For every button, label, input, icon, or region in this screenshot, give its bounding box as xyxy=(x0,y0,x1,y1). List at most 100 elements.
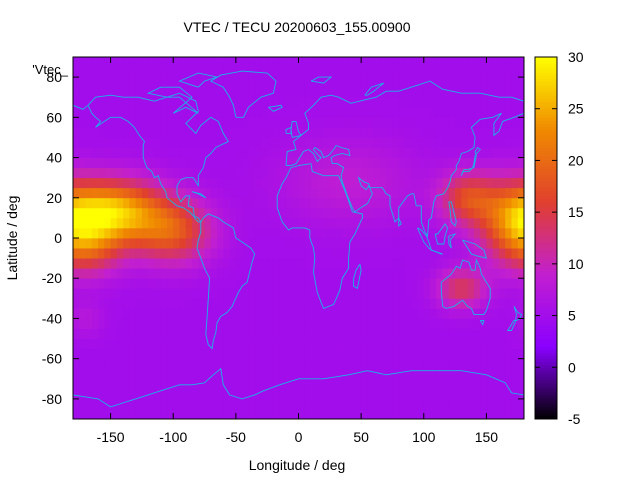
heatmap-cell xyxy=(461,408,469,420)
heatmap-cell xyxy=(129,97,137,108)
heatmap-cell xyxy=(329,358,337,370)
heatmap-cell xyxy=(298,107,306,118)
heatmap-cell xyxy=(354,298,362,309)
heatmap-cell xyxy=(279,77,287,88)
heatmap-cell xyxy=(298,157,306,169)
heatmap-cell xyxy=(273,187,281,199)
heatmap-cell xyxy=(455,328,462,339)
heatmap-cell xyxy=(342,278,350,289)
heatmap-cell xyxy=(298,348,306,360)
heatmap-cell xyxy=(148,67,155,78)
heatmap-cell xyxy=(85,328,93,339)
heatmap-cell xyxy=(79,288,86,299)
heatmap-cell xyxy=(166,127,174,138)
heatmap-cell xyxy=(379,348,387,360)
heatmap-cell xyxy=(260,157,268,169)
heatmap-cell xyxy=(260,238,268,249)
heatmap-cell xyxy=(267,348,274,360)
heatmap-cell xyxy=(354,338,362,350)
colorbar-segment xyxy=(535,280,557,284)
heatmap-cell xyxy=(179,268,187,279)
heatmap-cell xyxy=(329,348,337,360)
heatmap-cell xyxy=(292,207,299,219)
heatmap-cell xyxy=(204,278,212,289)
heatmap-cell xyxy=(229,87,237,98)
heatmap-cell xyxy=(379,187,387,199)
heatmap-cell xyxy=(361,107,368,118)
heatmap-cell xyxy=(260,268,268,279)
colorbar-segment xyxy=(535,186,557,191)
heatmap-cell xyxy=(110,117,118,128)
heatmap-cell xyxy=(517,318,525,329)
heatmap-cell xyxy=(110,107,118,118)
heatmap-cell xyxy=(104,258,111,269)
heatmap-cell xyxy=(317,87,324,98)
heatmap-cell xyxy=(517,258,525,269)
heatmap-cell xyxy=(235,207,243,219)
heatmap-cell xyxy=(467,227,475,239)
colorbar-segment xyxy=(535,415,557,420)
heatmap-cell xyxy=(373,177,381,189)
heatmap-cell xyxy=(260,57,268,68)
heatmap-cell xyxy=(185,97,193,108)
heatmap-cell xyxy=(411,67,418,78)
heatmap-cell xyxy=(173,318,180,329)
heatmap-cell xyxy=(498,318,506,329)
heatmap-cell xyxy=(329,107,337,118)
heatmap-cell xyxy=(505,127,512,138)
heatmap-cell xyxy=(254,77,262,88)
heatmap-cell xyxy=(129,358,137,370)
heatmap-cell xyxy=(148,378,155,390)
colorbar-segment xyxy=(535,69,557,73)
heatmap-cell xyxy=(448,338,456,350)
heatmap-cell xyxy=(254,408,262,420)
heatmap-cell xyxy=(423,127,431,138)
heatmap-cell xyxy=(179,378,187,390)
heatmap-cell xyxy=(430,368,437,380)
heatmap-cell xyxy=(91,67,99,78)
heatmap-cell xyxy=(160,258,168,269)
heatmap-cell xyxy=(292,167,299,179)
heatmap-cell xyxy=(123,248,130,259)
heatmap-cell xyxy=(248,207,256,219)
heatmap-cell xyxy=(486,358,494,370)
heatmap-cell xyxy=(311,77,318,88)
heatmap-cell xyxy=(448,248,456,259)
heatmap-cell xyxy=(73,338,80,350)
heatmap-cell xyxy=(354,217,362,229)
heatmap-cell xyxy=(423,87,431,98)
coastline xyxy=(196,213,256,350)
heatmap-cell xyxy=(210,127,218,138)
heatmap-cell xyxy=(242,248,249,259)
heatmap-cell xyxy=(430,298,437,309)
colorbar-segment xyxy=(535,153,557,158)
heatmap-cell xyxy=(323,328,331,339)
heatmap-cell xyxy=(260,217,268,229)
heatmap-cell xyxy=(166,167,174,179)
heatmap-cell xyxy=(85,378,93,390)
heatmap-cell xyxy=(123,217,130,229)
heatmap-cell xyxy=(386,187,393,199)
coastline xyxy=(364,82,384,96)
heatmap-cell xyxy=(179,318,187,329)
heatmap-cell xyxy=(467,298,475,309)
heatmap-cell xyxy=(348,408,356,420)
heatmap-cell xyxy=(467,328,475,339)
heatmap-cell xyxy=(141,408,149,420)
heatmap-cell xyxy=(448,408,456,420)
heatmap-cell xyxy=(123,187,130,199)
heatmap-cell xyxy=(79,338,86,350)
heatmap-cell xyxy=(323,398,331,410)
heatmap-cell xyxy=(430,288,437,299)
heatmap-cell xyxy=(292,187,299,199)
heatmap-cell xyxy=(73,167,80,179)
heatmap-cell xyxy=(304,358,312,370)
heatmap-cell xyxy=(135,87,143,98)
heatmap-cell xyxy=(123,87,130,98)
heatmap-cell xyxy=(379,157,387,169)
heatmap-cell xyxy=(210,288,218,299)
x-tick-label: -50 xyxy=(226,429,246,445)
heatmap-cell xyxy=(392,318,400,329)
heatmap-cell xyxy=(135,57,143,68)
heatmap-cell xyxy=(317,67,324,78)
